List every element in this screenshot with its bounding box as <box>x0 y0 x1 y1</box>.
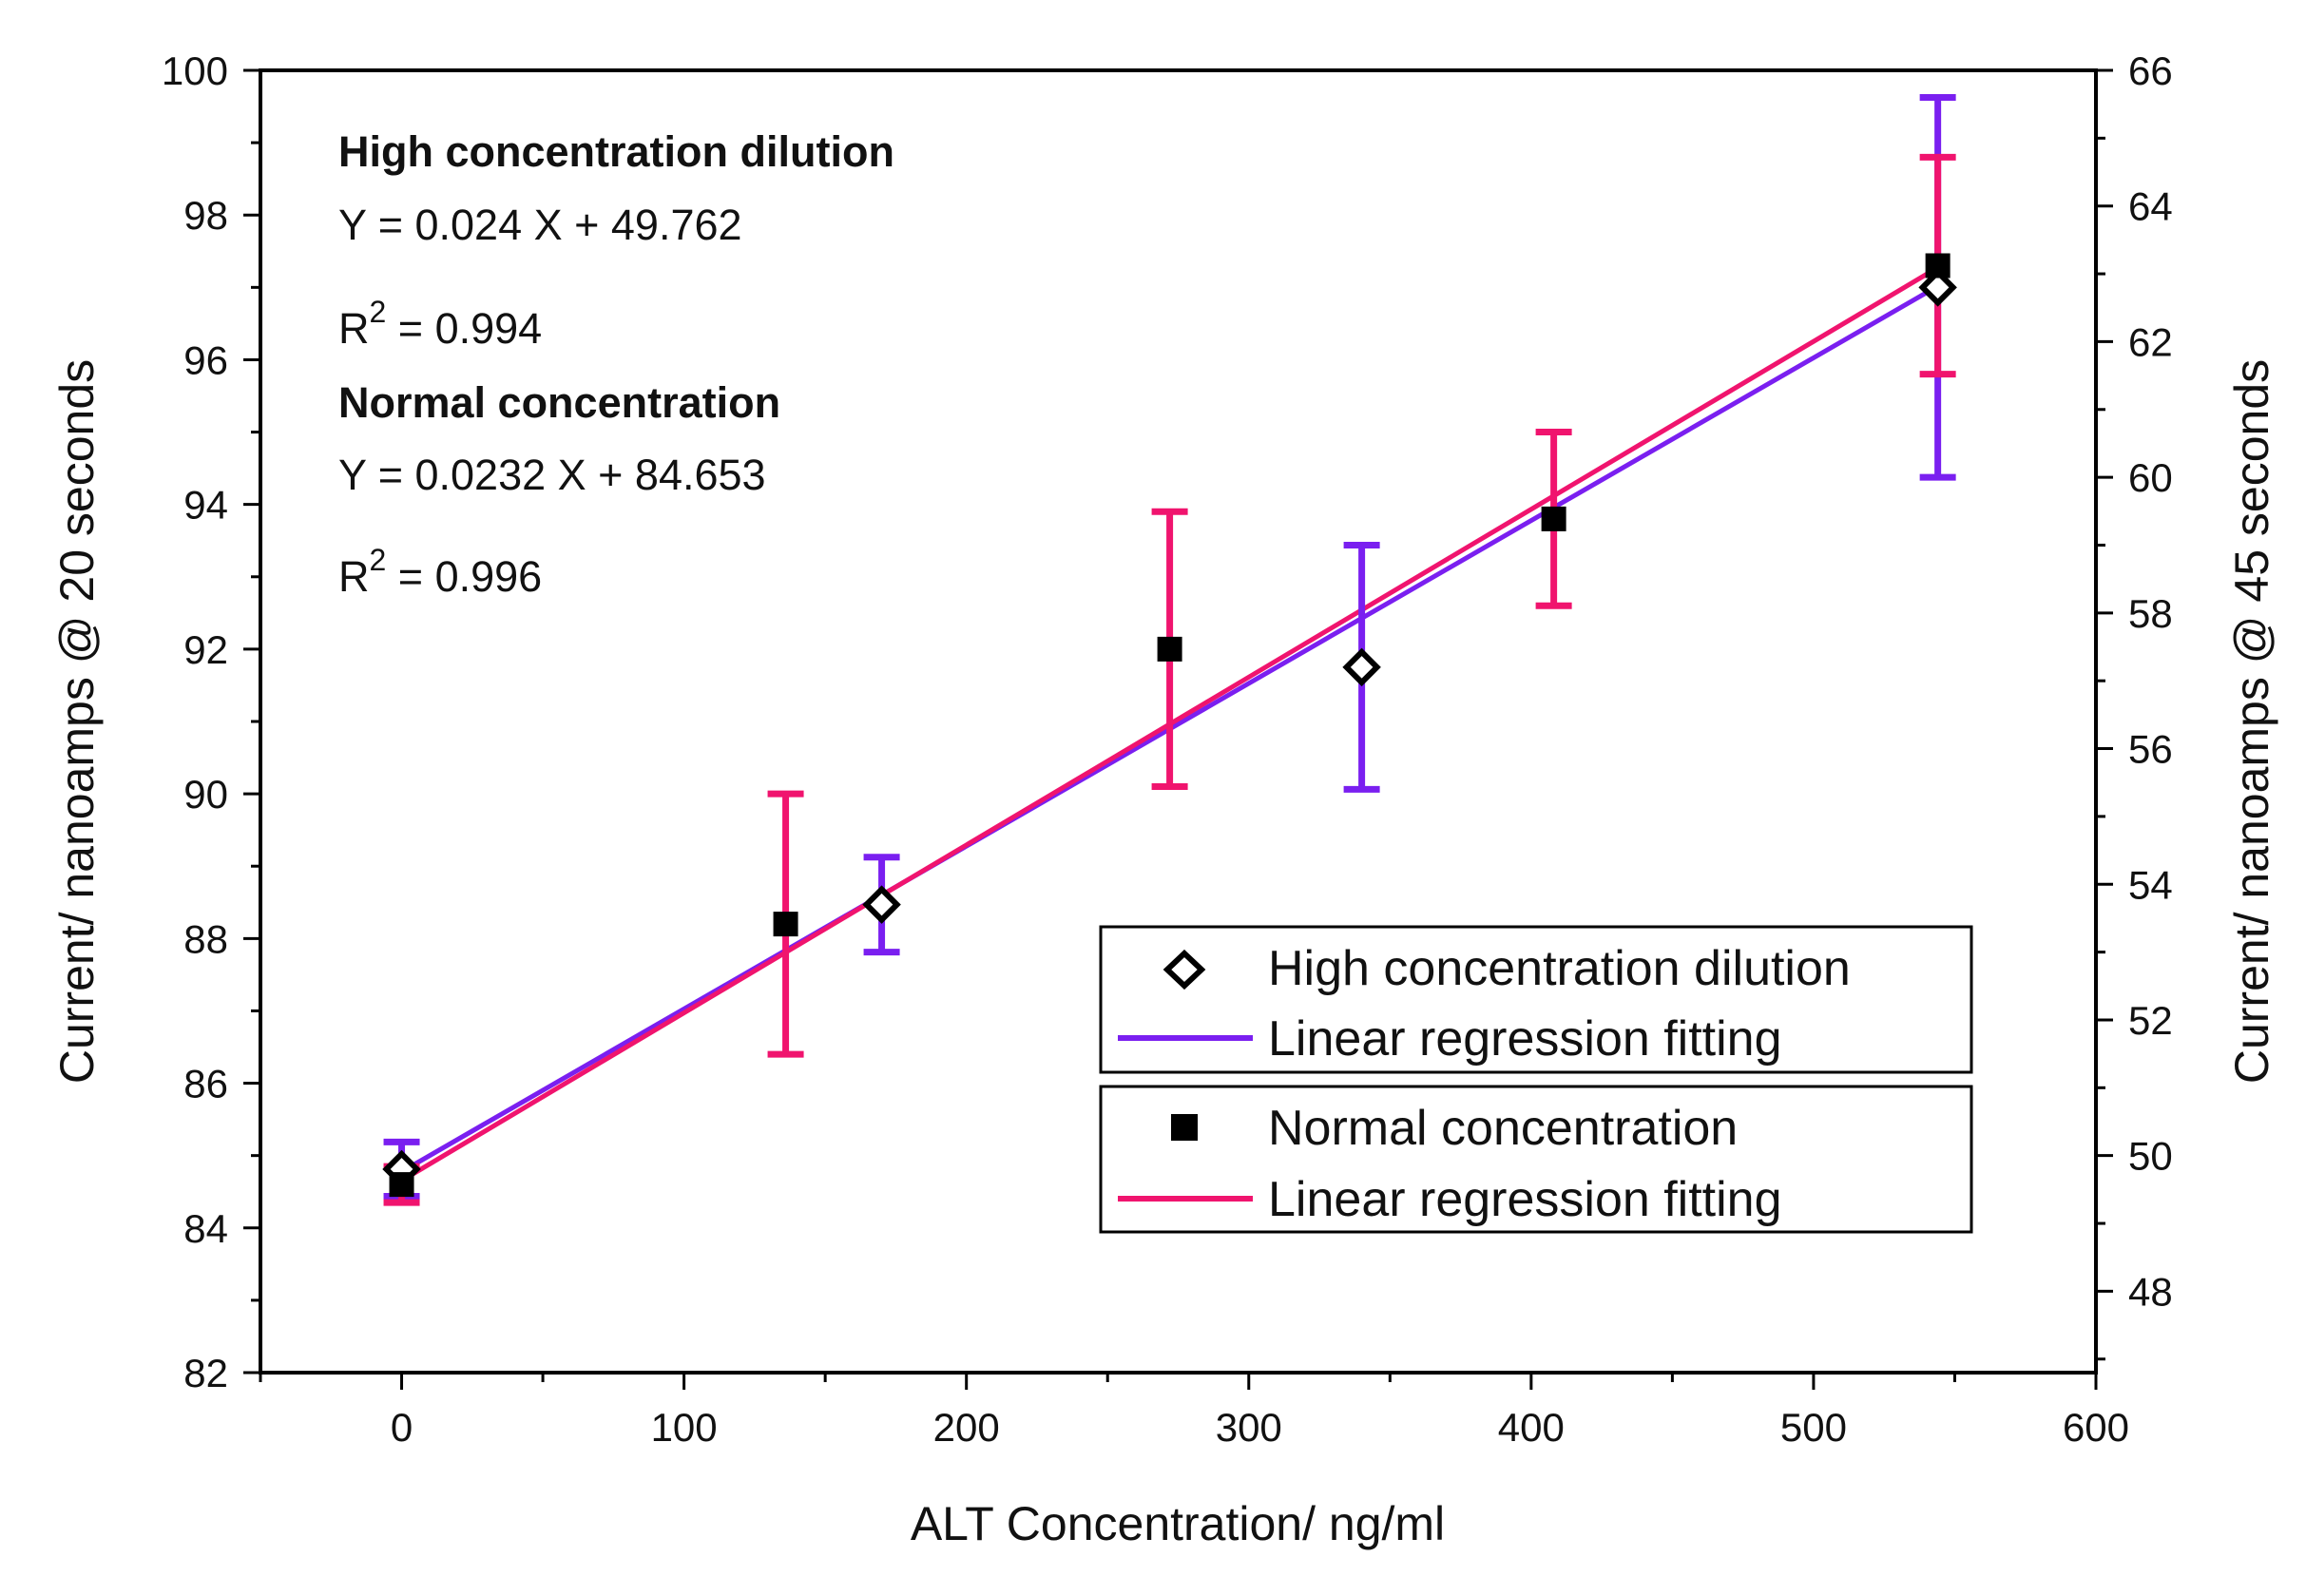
left-y-tick-label: 94 <box>183 483 228 528</box>
point-normal <box>1157 636 1182 662</box>
right-y-tick-label: 50 <box>2128 1134 2173 1179</box>
annotation-high-r2-value: = 0.994 <box>386 304 542 353</box>
point-normal <box>389 1172 414 1198</box>
left-y-tick-label: 88 <box>183 916 228 961</box>
point-high-dilution <box>1342 647 1381 687</box>
right-y-tick-label: 62 <box>2128 319 2173 364</box>
right-y-axis-title: Current/ nanoamps @ 45 seconds <box>2225 359 2278 1084</box>
point-normal <box>1925 253 1950 279</box>
left-y-tick-label: 98 <box>183 193 228 238</box>
x-tick-label: 300 <box>1216 1405 1282 1450</box>
legend-high-label: High concentration dilution <box>1268 941 1851 996</box>
legend-box-normal <box>1099 1085 1973 1234</box>
annotation-block: High concentration dilution Y = 0.024 X … <box>338 127 894 601</box>
legend: High concentration dilution Linear regre… <box>1099 925 1973 1234</box>
annotation-normal-r2-value: = 0.996 <box>386 552 542 601</box>
legend-normal-square-marker <box>1171 1114 1198 1141</box>
legend-high-fit-label: Linear regression fitting <box>1268 1011 1782 1067</box>
x-axis-ticks: 0 100 200 300 400 500 600 <box>259 1373 2129 1450</box>
legend-normal-fit-label: Linear regression fitting <box>1268 1172 1782 1227</box>
right-y-axis-ticks: 48 50 52 54 56 58 60 62 64 66 <box>2096 48 2173 1361</box>
markers <box>382 253 1957 1198</box>
annotation-high-r2: R2 = 0.994 <box>338 295 542 353</box>
legend-normal-label: Normal concentration <box>1268 1101 1738 1156</box>
left-y-tick-label: 100 <box>162 48 228 93</box>
right-y-tick-label: 66 <box>2128 48 2173 93</box>
x-tick-label: 200 <box>933 1405 1000 1450</box>
right-y-tick-label: 64 <box>2128 184 2173 229</box>
annotation-normal-title: Normal concentration <box>338 378 780 427</box>
annotation-high-r2-sup: 2 <box>370 295 387 329</box>
right-y-tick-label: 48 <box>2128 1269 2173 1314</box>
annotation-normal-r2-sup: 2 <box>370 543 387 577</box>
legend-high-diamond-marker <box>1163 949 1206 990</box>
x-axis-title: ALT Concentration/ ng/ml <box>911 1497 1445 1550</box>
left-y-tick-label: 86 <box>183 1062 228 1106</box>
left-y-tick-label: 90 <box>183 772 228 817</box>
right-y-tick-label: 58 <box>2128 591 2173 636</box>
left-y-axis-ticks: 82 84 86 88 90 92 94 96 98 100 <box>162 48 260 1395</box>
point-high-dilution <box>862 885 901 924</box>
x-tick-label: 0 <box>391 1405 413 1450</box>
annotation-normal-equation: Y = 0.0232 X + 84.653 <box>338 451 766 499</box>
right-y-tick-label: 52 <box>2128 998 2173 1043</box>
left-y-tick-label: 82 <box>183 1351 228 1395</box>
left-y-tick-label: 92 <box>183 627 228 672</box>
legend-box-high <box>1099 925 1973 1074</box>
left-y-tick-label: 84 <box>183 1206 228 1251</box>
right-y-tick-label: 60 <box>2128 455 2173 500</box>
annotation-normal-r2-prefix: R <box>338 552 370 601</box>
left-y-tick-label: 96 <box>183 337 228 382</box>
left-y-axis-title: Current/ nanoamps @ 20 seconds <box>50 359 104 1084</box>
point-high-dilution <box>1918 268 1957 307</box>
right-y-tick-label: 56 <box>2128 727 2173 772</box>
annotation-high-equation: Y = 0.024 X + 49.762 <box>338 201 742 249</box>
annotation-normal-r2: R2 = 0.996 <box>338 543 542 601</box>
right-y-tick-label: 54 <box>2128 862 2173 907</box>
x-tick-label: 600 <box>2063 1405 2129 1450</box>
x-tick-label: 100 <box>651 1405 718 1450</box>
point-normal <box>1541 506 1566 531</box>
x-tick-label: 500 <box>1780 1405 1847 1450</box>
annotation-high-title: High concentration dilution <box>338 127 894 176</box>
point-normal <box>773 912 798 937</box>
x-tick-label: 400 <box>1498 1405 1565 1450</box>
annotation-high-r2-prefix: R <box>338 304 370 353</box>
